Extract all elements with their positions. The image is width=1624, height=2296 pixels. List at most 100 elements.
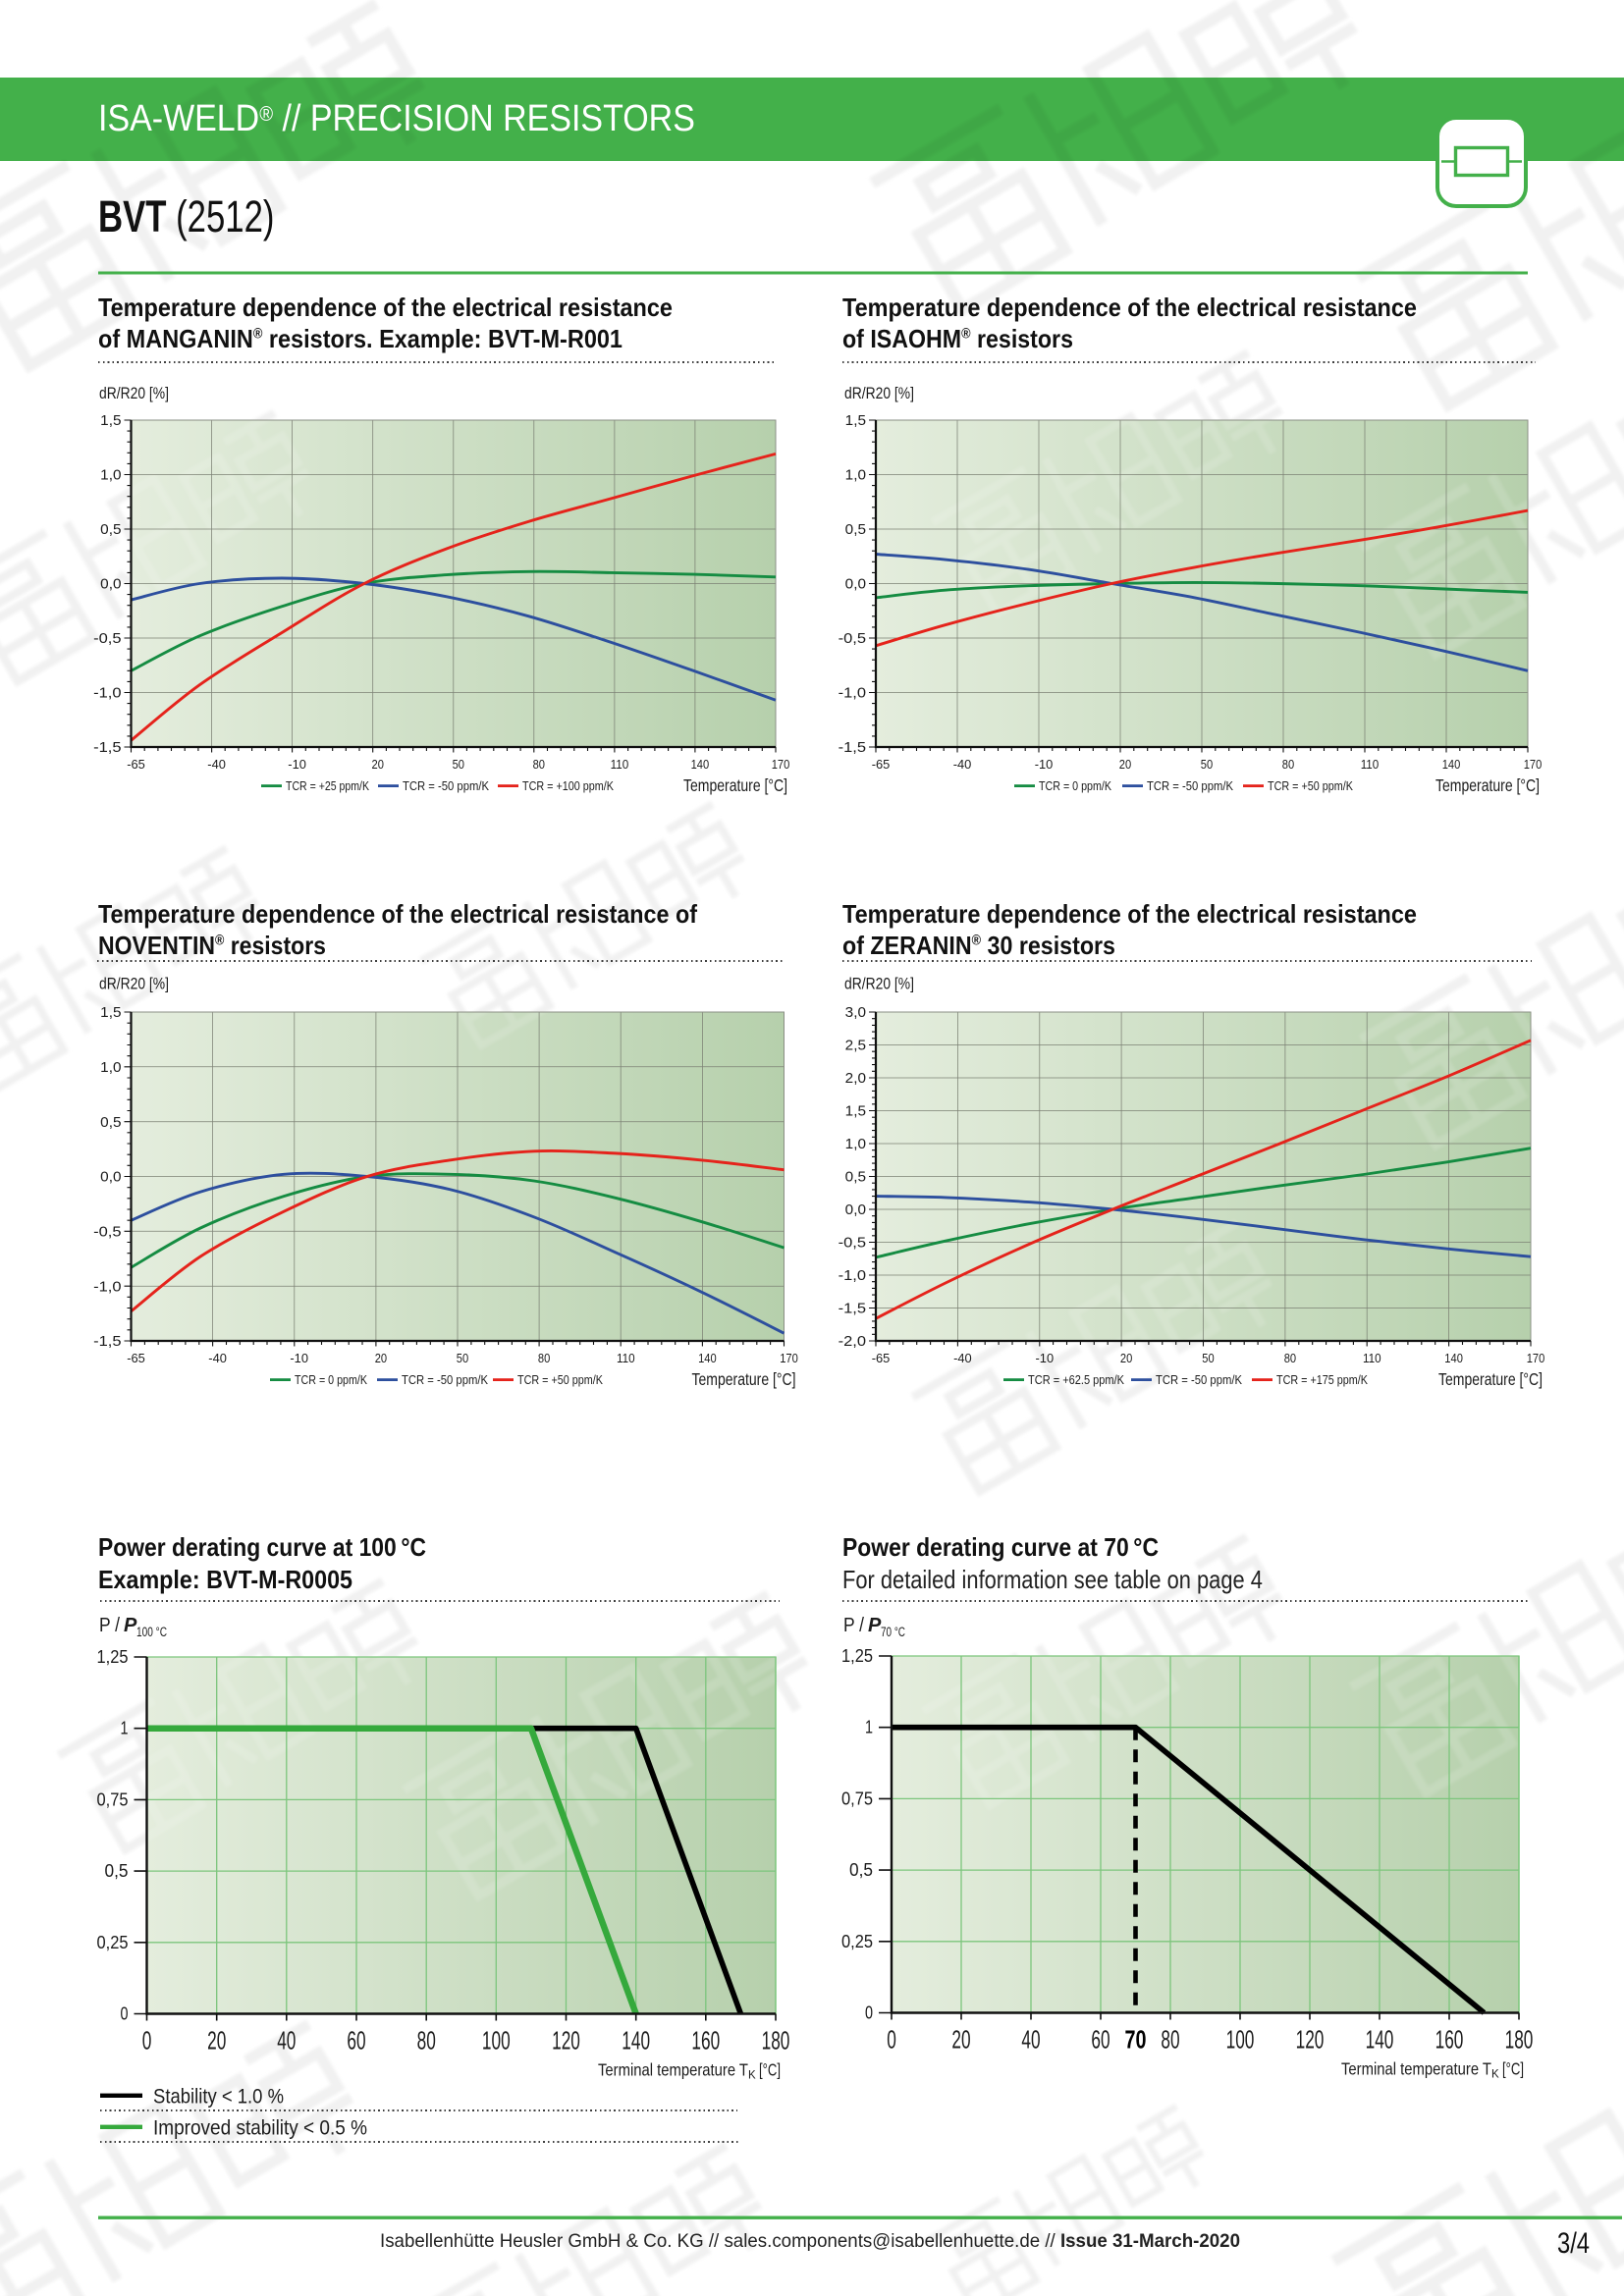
svg-text:-10: -10	[1036, 1351, 1055, 1365]
svg-text:1,0: 1,0	[100, 467, 121, 484]
svg-text:Temperature [°C]: Temperature [°C]	[1438, 1369, 1543, 1389]
svg-text:Improved stability < 0.5 %: Improved stability < 0.5 %	[153, 2116, 367, 2140]
svg-text:1,5: 1,5	[845, 1103, 866, 1120]
svg-text:140: 140	[691, 757, 710, 772]
svg-text:20: 20	[207, 2028, 226, 2056]
svg-text:100 °C: 100 °C	[136, 1625, 167, 1639]
svg-text:K: K	[748, 2070, 756, 2082]
svg-text:1: 1	[865, 1717, 873, 1737]
svg-text:-65: -65	[127, 757, 145, 772]
svg-text:Temperature [°C]: Temperature [°C]	[692, 1369, 796, 1389]
svg-text:140: 140	[622, 2028, 650, 2056]
svg-text:180: 180	[762, 2028, 790, 2056]
svg-text:170: 170	[772, 757, 790, 772]
svg-text:110: 110	[1361, 757, 1380, 772]
svg-text:-40: -40	[207, 757, 226, 772]
svg-text:20: 20	[1120, 1351, 1132, 1365]
svg-text:dR/R20 [%]: dR/R20 [%]	[99, 385, 169, 402]
svg-text:80: 80	[417, 2028, 436, 2056]
svg-text:TCR = -50 ppm/K: TCR = -50 ppm/K	[1156, 1372, 1242, 1387]
svg-text:0: 0	[887, 2027, 896, 2055]
svg-text:140: 140	[698, 1351, 717, 1365]
svg-text:Temperature [°C]: Temperature [°C]	[1435, 775, 1540, 795]
svg-text:0,5: 0,5	[845, 521, 866, 538]
svg-text:-1,0: -1,0	[93, 1278, 121, 1295]
svg-text:-1,5: -1,5	[839, 739, 866, 756]
svg-text:TCR = -50 ppm/K: TCR = -50 ppm/K	[1147, 778, 1233, 793]
svg-text:0: 0	[121, 2003, 129, 2024]
svg-text:-0,5: -0,5	[93, 630, 121, 647]
svg-text:Temperature [°C]: Temperature [°C]	[683, 775, 787, 795]
svg-text:140: 140	[1444, 1351, 1463, 1365]
svg-text:P: P	[124, 1615, 137, 1636]
svg-text:0: 0	[865, 2002, 873, 2023]
svg-text:Terminal temperature T: Terminal temperature T	[598, 2060, 748, 2080]
svg-text:1,5: 1,5	[845, 412, 866, 429]
svg-text:40: 40	[1021, 2027, 1040, 2055]
svg-text:0,75: 0,75	[841, 1788, 873, 1808]
svg-text:0,25: 0,25	[841, 1931, 873, 1951]
svg-text:-2,0: -2,0	[839, 1333, 866, 1350]
svg-text:-1,5: -1,5	[839, 1301, 866, 1317]
svg-text:0,0: 0,0	[845, 576, 866, 593]
svg-text:-10: -10	[1035, 757, 1054, 772]
svg-text:60: 60	[1091, 2027, 1110, 2055]
svg-text:20: 20	[375, 1351, 387, 1365]
svg-text:-0,5: -0,5	[839, 1235, 866, 1252]
svg-text:50: 50	[453, 757, 464, 772]
svg-text:70 °C: 70 °C	[881, 1625, 905, 1639]
svg-text:-40: -40	[208, 1351, 227, 1365]
svg-text:50: 50	[1201, 757, 1213, 772]
svg-text:-0,5: -0,5	[93, 1224, 121, 1241]
svg-text:2,5: 2,5	[845, 1038, 866, 1054]
svg-text:170: 170	[1524, 757, 1543, 772]
svg-text:0,0: 0,0	[100, 576, 121, 593]
svg-text:80: 80	[1161, 2027, 1179, 2055]
svg-text:P /: P /	[99, 1615, 120, 1636]
svg-text:1,0: 1,0	[845, 1136, 866, 1152]
svg-text:160: 160	[691, 2028, 720, 2056]
svg-text:80: 80	[538, 1351, 550, 1365]
svg-text:1: 1	[121, 1718, 129, 1738]
svg-text:20: 20	[372, 757, 384, 772]
svg-text:110: 110	[1363, 1351, 1381, 1365]
svg-text:20: 20	[951, 2027, 970, 2055]
svg-text:0,0: 0,0	[100, 1169, 121, 1186]
svg-text:[°C]: [°C]	[759, 2060, 781, 2080]
svg-text:-1,5: -1,5	[93, 739, 121, 756]
svg-text:Stability < 1.0 %: Stability < 1.0 %	[153, 2085, 284, 2109]
svg-text:100: 100	[1226, 2027, 1255, 2055]
svg-text:80: 80	[533, 757, 545, 772]
svg-text:0: 0	[142, 2028, 152, 2056]
svg-text:0,5: 0,5	[105, 1860, 129, 1881]
svg-text:-0,5: -0,5	[839, 630, 866, 647]
svg-text:1,5: 1,5	[100, 412, 121, 429]
svg-text:110: 110	[617, 1351, 635, 1365]
svg-text:2,0: 2,0	[845, 1070, 866, 1087]
svg-text:-65: -65	[127, 1351, 145, 1365]
svg-text:dR/R20 [%]: dR/R20 [%]	[99, 976, 169, 993]
svg-text:TCR = +50 ppm/K: TCR = +50 ppm/K	[517, 1372, 603, 1387]
svg-text:-10: -10	[290, 1351, 308, 1365]
svg-text:-10: -10	[288, 757, 306, 772]
svg-text:0,75: 0,75	[97, 1789, 129, 1809]
svg-text:-40: -40	[953, 757, 972, 772]
svg-text:[°C]: [°C]	[1502, 2059, 1524, 2079]
svg-text:180: 180	[1505, 2027, 1534, 2055]
svg-text:TCR = 0 ppm/K: TCR = 0 ppm/K	[1039, 778, 1111, 793]
svg-text:0,25: 0,25	[97, 1932, 129, 1952]
svg-text:60: 60	[347, 2028, 365, 2056]
svg-text:1,0: 1,0	[845, 467, 866, 484]
svg-text:P /: P /	[843, 1615, 864, 1636]
svg-text:170: 170	[780, 1351, 798, 1365]
svg-text:-65: -65	[872, 757, 891, 772]
svg-text:110: 110	[611, 757, 629, 772]
svg-text:0,5: 0,5	[100, 521, 121, 538]
svg-text:0,0: 0,0	[845, 1201, 866, 1218]
svg-text:TCR = +25 ppm/K: TCR = +25 ppm/K	[286, 778, 369, 793]
svg-text:1,25: 1,25	[97, 1646, 129, 1667]
svg-text:TCR = 0 ppm/K: TCR = 0 ppm/K	[295, 1372, 367, 1387]
svg-text:160: 160	[1435, 2027, 1464, 2055]
svg-text:40: 40	[277, 2028, 296, 2056]
svg-text:50: 50	[1202, 1351, 1214, 1365]
